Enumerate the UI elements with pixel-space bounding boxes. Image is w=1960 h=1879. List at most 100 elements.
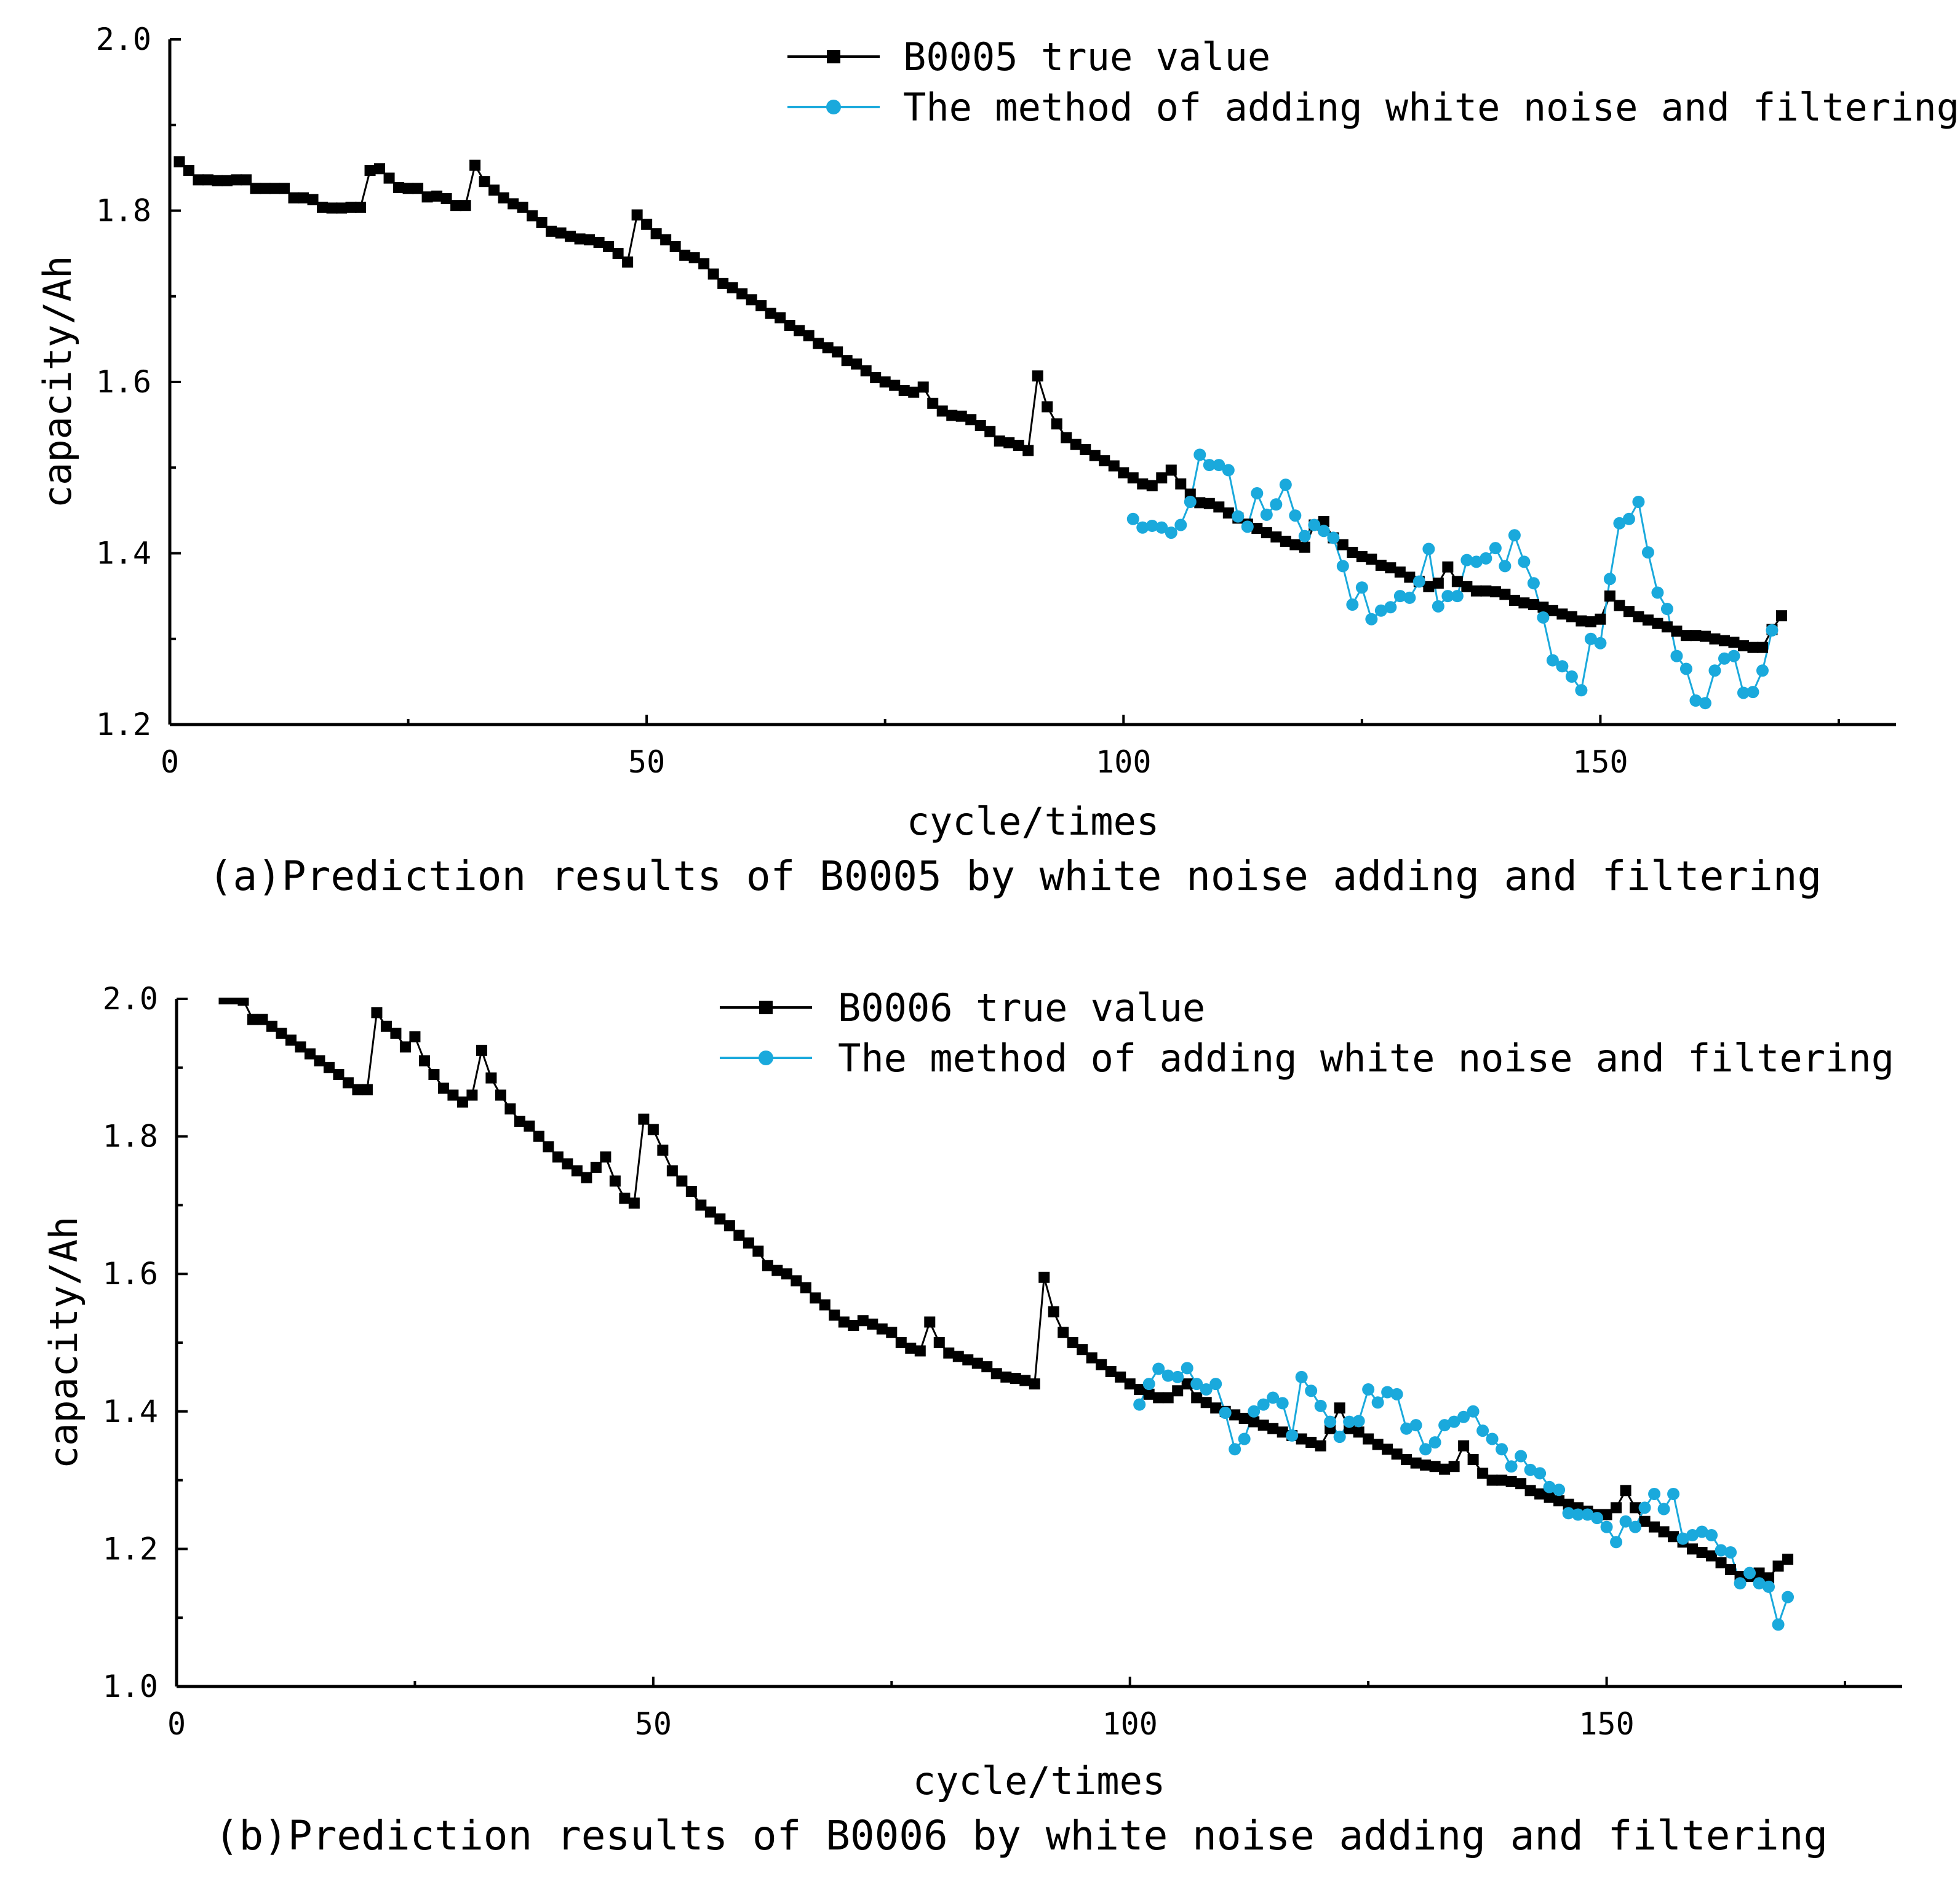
true-value-point — [851, 358, 862, 370]
prediction-point — [1489, 542, 1502, 555]
true-value-point — [1563, 1498, 1574, 1510]
true-value-point — [390, 1027, 402, 1039]
true-value-point — [295, 1041, 306, 1053]
true-value-point — [1461, 581, 1473, 592]
prediction-point — [1679, 662, 1692, 675]
true-value-point — [1614, 600, 1625, 611]
prediction-point — [1772, 1618, 1785, 1631]
true-value-point — [660, 234, 672, 245]
true-value-point — [733, 1229, 745, 1241]
true-value-point — [1728, 637, 1740, 648]
true-value-point — [1486, 1474, 1498, 1486]
true-value-point — [1668, 1531, 1679, 1543]
prediction-point — [1727, 650, 1740, 662]
true-value-point — [609, 1175, 621, 1187]
true-value-point — [498, 192, 509, 204]
series-line-true-value — [178, 161, 1783, 649]
y-tick-label: 1.8 — [103, 1119, 158, 1154]
true-value-point — [1480, 585, 1492, 597]
true-value-point — [612, 248, 624, 260]
true-value-point — [495, 1089, 506, 1101]
prediction-point — [1327, 531, 1340, 544]
true-value-point — [326, 202, 338, 214]
prediction-point — [1496, 1443, 1508, 1456]
true-value-point — [943, 1347, 955, 1359]
true-value-point — [1747, 642, 1759, 653]
true-value-point — [1191, 1392, 1203, 1404]
true-value-point — [418, 1055, 430, 1067]
x-axis-title: cycle/times — [913, 1758, 1166, 1803]
true-value-point — [889, 379, 901, 391]
prediction-point — [1747, 686, 1759, 699]
prediction-point — [1352, 1415, 1365, 1428]
y-axis-title: capacity/Ah — [41, 1217, 86, 1469]
series-markers — [218, 998, 1795, 1631]
true-value-point — [345, 201, 357, 213]
true-value-point — [193, 174, 204, 186]
true-value-point — [1267, 1423, 1279, 1434]
true-value-point — [1146, 480, 1158, 491]
true-value-point — [952, 1351, 964, 1362]
true-value-point — [1601, 1509, 1612, 1520]
true-value-point — [791, 1275, 802, 1287]
true-value-point — [504, 1103, 516, 1114]
true-value-point — [1585, 616, 1596, 627]
true-value-point — [257, 1014, 268, 1025]
prediction-point — [1505, 1460, 1518, 1473]
true-value-point — [1372, 1439, 1384, 1450]
true-value-point — [1753, 1567, 1765, 1579]
true-value-point — [1499, 589, 1511, 600]
true-value-point — [755, 300, 767, 312]
prediction-point — [1565, 670, 1578, 683]
prediction-point — [1766, 624, 1779, 637]
legend-label-pred: The method of adding white noise and fil… — [903, 85, 1959, 130]
true-value-point — [1429, 1461, 1441, 1472]
true-value-point — [342, 1077, 354, 1089]
true-value-point — [870, 372, 882, 384]
prediction-point — [1289, 509, 1302, 522]
true-value-point — [593, 237, 605, 248]
prediction-point — [1715, 1544, 1727, 1557]
prediction-point — [1743, 1567, 1756, 1579]
prediction-point — [1422, 542, 1435, 555]
prediction-point — [1524, 1463, 1537, 1476]
true-value-point — [1639, 1516, 1651, 1527]
prediction-point — [1305, 1384, 1318, 1397]
true-value-point — [628, 1198, 640, 1209]
true-value-point — [984, 426, 996, 437]
true-value-point — [1709, 633, 1721, 645]
true-value-point — [803, 330, 815, 341]
prediction-point — [1298, 530, 1311, 542]
prediction-point — [1537, 611, 1550, 624]
true-value-point — [409, 1031, 421, 1043]
true-value-point — [364, 165, 376, 177]
true-value-point — [898, 384, 910, 396]
prediction-point — [1518, 555, 1531, 568]
legend: B0005 true value The method of adding wh… — [787, 34, 1959, 130]
x-tick-label: 100 — [1102, 1706, 1158, 1742]
true-value-point — [460, 200, 471, 212]
true-value-point — [1165, 464, 1177, 476]
true-value-point — [1642, 614, 1654, 626]
true-value-point — [669, 240, 681, 252]
true-value-point — [1508, 595, 1520, 606]
true-value-point — [447, 1089, 459, 1101]
true-value-point — [600, 1151, 612, 1163]
prediction-point — [1203, 459, 1216, 472]
true-value-point — [1553, 1495, 1565, 1507]
prediction-point — [1257, 1398, 1270, 1411]
true-value-point — [879, 376, 891, 387]
true-value-point — [1448, 1461, 1460, 1472]
true-value-point — [1699, 630, 1711, 642]
true-value-point — [886, 1327, 898, 1338]
true-value-point — [1382, 1444, 1393, 1455]
true-value-point — [971, 1357, 983, 1369]
prediction-point — [1782, 1591, 1795, 1603]
prediction-point — [1267, 1391, 1280, 1404]
prediction-point — [1734, 1577, 1747, 1590]
true-value-point — [1153, 1392, 1165, 1404]
true-value-point — [1772, 1560, 1784, 1572]
prediction-point — [1229, 1443, 1241, 1456]
true-value-point — [250, 183, 261, 194]
true-value-point — [1099, 455, 1110, 467]
